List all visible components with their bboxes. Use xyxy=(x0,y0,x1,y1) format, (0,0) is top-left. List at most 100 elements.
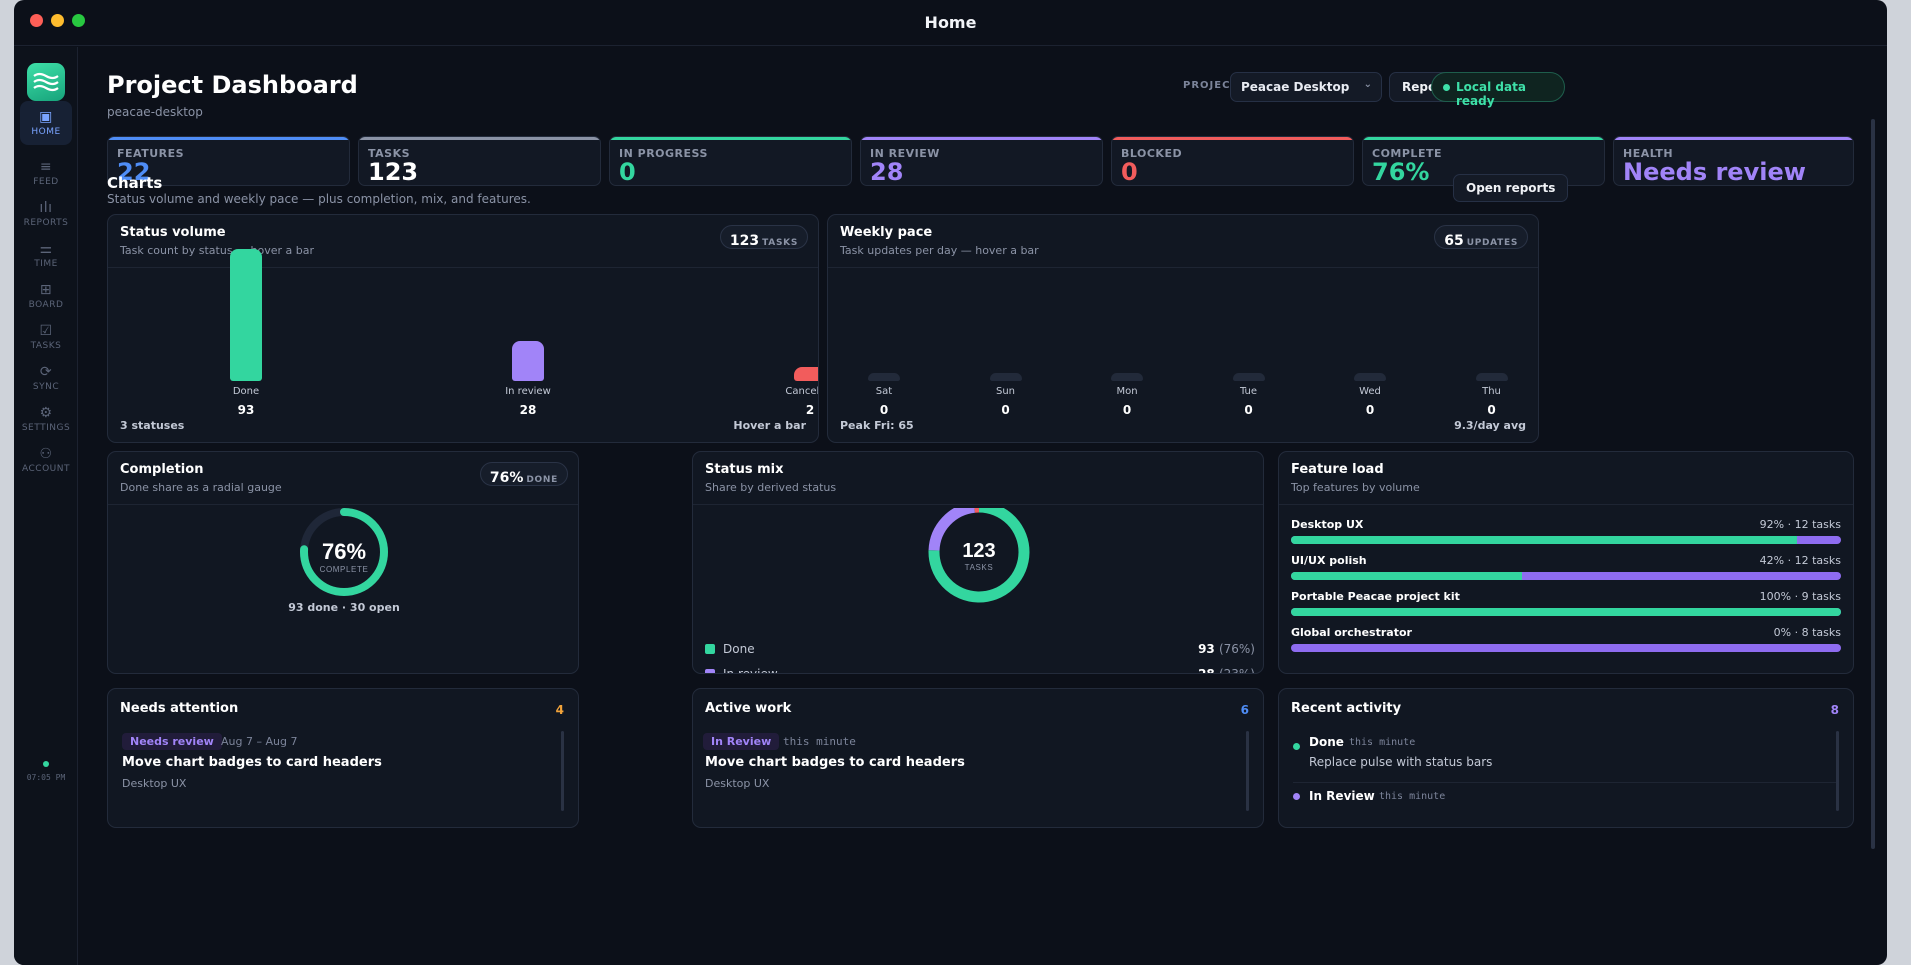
sidebar-item-label: SYNC xyxy=(32,381,60,392)
stat-value: 0 xyxy=(619,158,636,186)
app-logo[interactable] xyxy=(27,63,65,101)
stat-accent-bar xyxy=(1363,137,1604,140)
divider xyxy=(828,267,1538,268)
time-text: this minute xyxy=(783,735,856,748)
bar-value: 0 xyxy=(1244,403,1253,417)
open-reports-button[interactable]: Open reports xyxy=(1453,174,1569,202)
feature-progress-track xyxy=(1291,608,1841,616)
feature-row[interactable]: Global orchestrator 0% · 8 tasks xyxy=(1291,626,1841,656)
sidebar-item-feed[interactable]: ≡ FEED xyxy=(20,151,72,195)
sync-status-dot xyxy=(43,761,49,767)
task-title[interactable]: Move chart badges to card headers xyxy=(705,755,965,770)
stat-value: 28 xyxy=(870,158,904,186)
feature-progress-track xyxy=(1291,572,1841,580)
sidebar-item-reports[interactable]: ılı REPORTS xyxy=(20,192,72,236)
main-scrollbar[interactable] xyxy=(1871,119,1875,849)
feature-progress-fill xyxy=(1291,572,1522,580)
sidebar-item-label: SETTINGS xyxy=(21,422,71,433)
project-select[interactable]: Peacae Desktop ⌄ xyxy=(1230,72,1382,102)
card-title: Needs attention xyxy=(120,701,239,716)
stat-accent-bar xyxy=(108,137,349,140)
bar-in-review[interactable] xyxy=(512,341,544,381)
stat-label: HEALTH xyxy=(1623,147,1674,160)
completion-summary: 93 done · 30 open xyxy=(288,601,400,614)
feature-name: Global orchestrator xyxy=(1291,626,1412,639)
card-subtitle: Top features by volume xyxy=(1291,481,1420,494)
sidebar-item-home[interactable]: ▣ HOME xyxy=(20,101,72,145)
badge-unit: TASKS xyxy=(762,238,798,248)
activity-status: Done xyxy=(1309,735,1344,749)
charts-subtitle: Status volume and weekly pace — plus com… xyxy=(107,192,531,206)
card-title: Completion xyxy=(120,462,204,477)
task-feature: Desktop UX xyxy=(122,777,187,790)
feature-row[interactable]: Desktop UX 92% · 12 tasks xyxy=(1291,518,1841,548)
card-subtitle: Share by derived status xyxy=(705,481,837,494)
divider xyxy=(693,504,1263,505)
task-title[interactable]: Move chart badges to card headers xyxy=(122,755,382,770)
bar-sat[interactable] xyxy=(868,373,900,381)
donut-slice-in-review[interactable] xyxy=(928,508,976,551)
feed-icon: ≡ xyxy=(39,158,53,175)
window-title: Home xyxy=(924,13,977,32)
scrollbar[interactable] xyxy=(561,731,564,811)
settings-icon: ⚙ xyxy=(39,404,53,421)
sidebar-item-account[interactable]: ⚇ ACCOUNT xyxy=(20,438,72,482)
count-badge: 6 xyxy=(1240,703,1249,717)
footer-left: Peak Fri: 65 xyxy=(840,419,914,432)
bar-thu[interactable] xyxy=(1475,373,1508,381)
gauge-value: 76% xyxy=(322,539,366,564)
feature-progress-fill xyxy=(1291,536,1797,544)
bar-sun[interactable] xyxy=(989,373,1022,381)
divider xyxy=(108,504,578,505)
count-badge: 123 TASKS xyxy=(719,225,808,249)
bar-mon[interactable] xyxy=(1111,373,1143,381)
bar-done[interactable] xyxy=(230,249,262,381)
bar-wed[interactable] xyxy=(1354,373,1386,381)
bar-label: In review xyxy=(505,386,551,397)
footer-right: 9.3/day avg xyxy=(1454,419,1526,432)
date-range: Aug 7 – Aug 7 xyxy=(221,735,298,748)
status-tag: Needs review xyxy=(122,733,222,750)
status-dot xyxy=(1293,793,1300,800)
chevron-down-icon: ⌄ xyxy=(1363,79,1372,90)
feature-meta: 0% · 8 tasks xyxy=(1773,626,1841,639)
close-window-button[interactable] xyxy=(30,14,43,27)
feature-row[interactable]: UI/UX polish 42% · 12 tasks xyxy=(1291,554,1841,584)
clock-text: 07:05 PM xyxy=(26,773,66,782)
titlebar: Home xyxy=(14,0,1887,46)
divider xyxy=(1293,782,1839,783)
minimize-window-button[interactable] xyxy=(51,14,64,27)
stat-card-in-progress: IN PROGRESS 0 xyxy=(609,136,852,186)
sidebar-item-time[interactable]: ⚌ TIME xyxy=(20,233,72,277)
stat-value: 0 xyxy=(1121,158,1138,186)
donut-slice-done[interactable] xyxy=(928,508,1030,603)
bar-tue[interactable] xyxy=(1232,373,1265,381)
completion-card: Completion Done share as a radial gauge … xyxy=(107,451,579,674)
sidebar-item-tasks[interactable]: ☑ TASKS xyxy=(20,315,72,359)
footer-right: Hover a bar xyxy=(733,419,806,432)
stat-accent-bar xyxy=(861,137,1102,140)
sidebar-item-settings[interactable]: ⚙ SETTINGS xyxy=(20,397,72,441)
zoom-window-button[interactable] xyxy=(72,14,85,27)
legend-value: 93 (76%) xyxy=(1125,642,1255,656)
card-subtitle: Done share as a radial gauge xyxy=(120,481,282,494)
scrollbar[interactable] xyxy=(1246,731,1249,811)
sync-icon: ⟳ xyxy=(39,363,53,380)
donut-center-label: TASKS xyxy=(965,563,994,572)
bar-value: 93 xyxy=(237,403,255,417)
badge-unit: DONE xyxy=(526,475,558,485)
feature-name: Portable Peacae project kit xyxy=(1291,590,1460,603)
sidebar-item-board[interactable]: ⊞ BOARD xyxy=(20,274,72,318)
sidebar-item-sync[interactable]: ⟳ SYNC xyxy=(20,356,72,400)
status-dot xyxy=(1293,743,1300,750)
card-title: Recent activity xyxy=(1291,701,1402,716)
activity-time: this minute xyxy=(1379,791,1446,802)
bar-value: 2 xyxy=(805,403,815,417)
legend-percent: (76%) xyxy=(1218,642,1255,656)
card-title: Status mix xyxy=(705,462,784,477)
scrollbar[interactable] xyxy=(1836,731,1839,811)
status-volume-card: Status volume Task count by status — hov… xyxy=(107,214,819,443)
bar-cancelled[interactable] xyxy=(794,367,818,381)
feature-row[interactable]: Portable Peacae project kit 100% · 9 task… xyxy=(1291,590,1841,620)
stat-value: 22 xyxy=(117,158,151,186)
